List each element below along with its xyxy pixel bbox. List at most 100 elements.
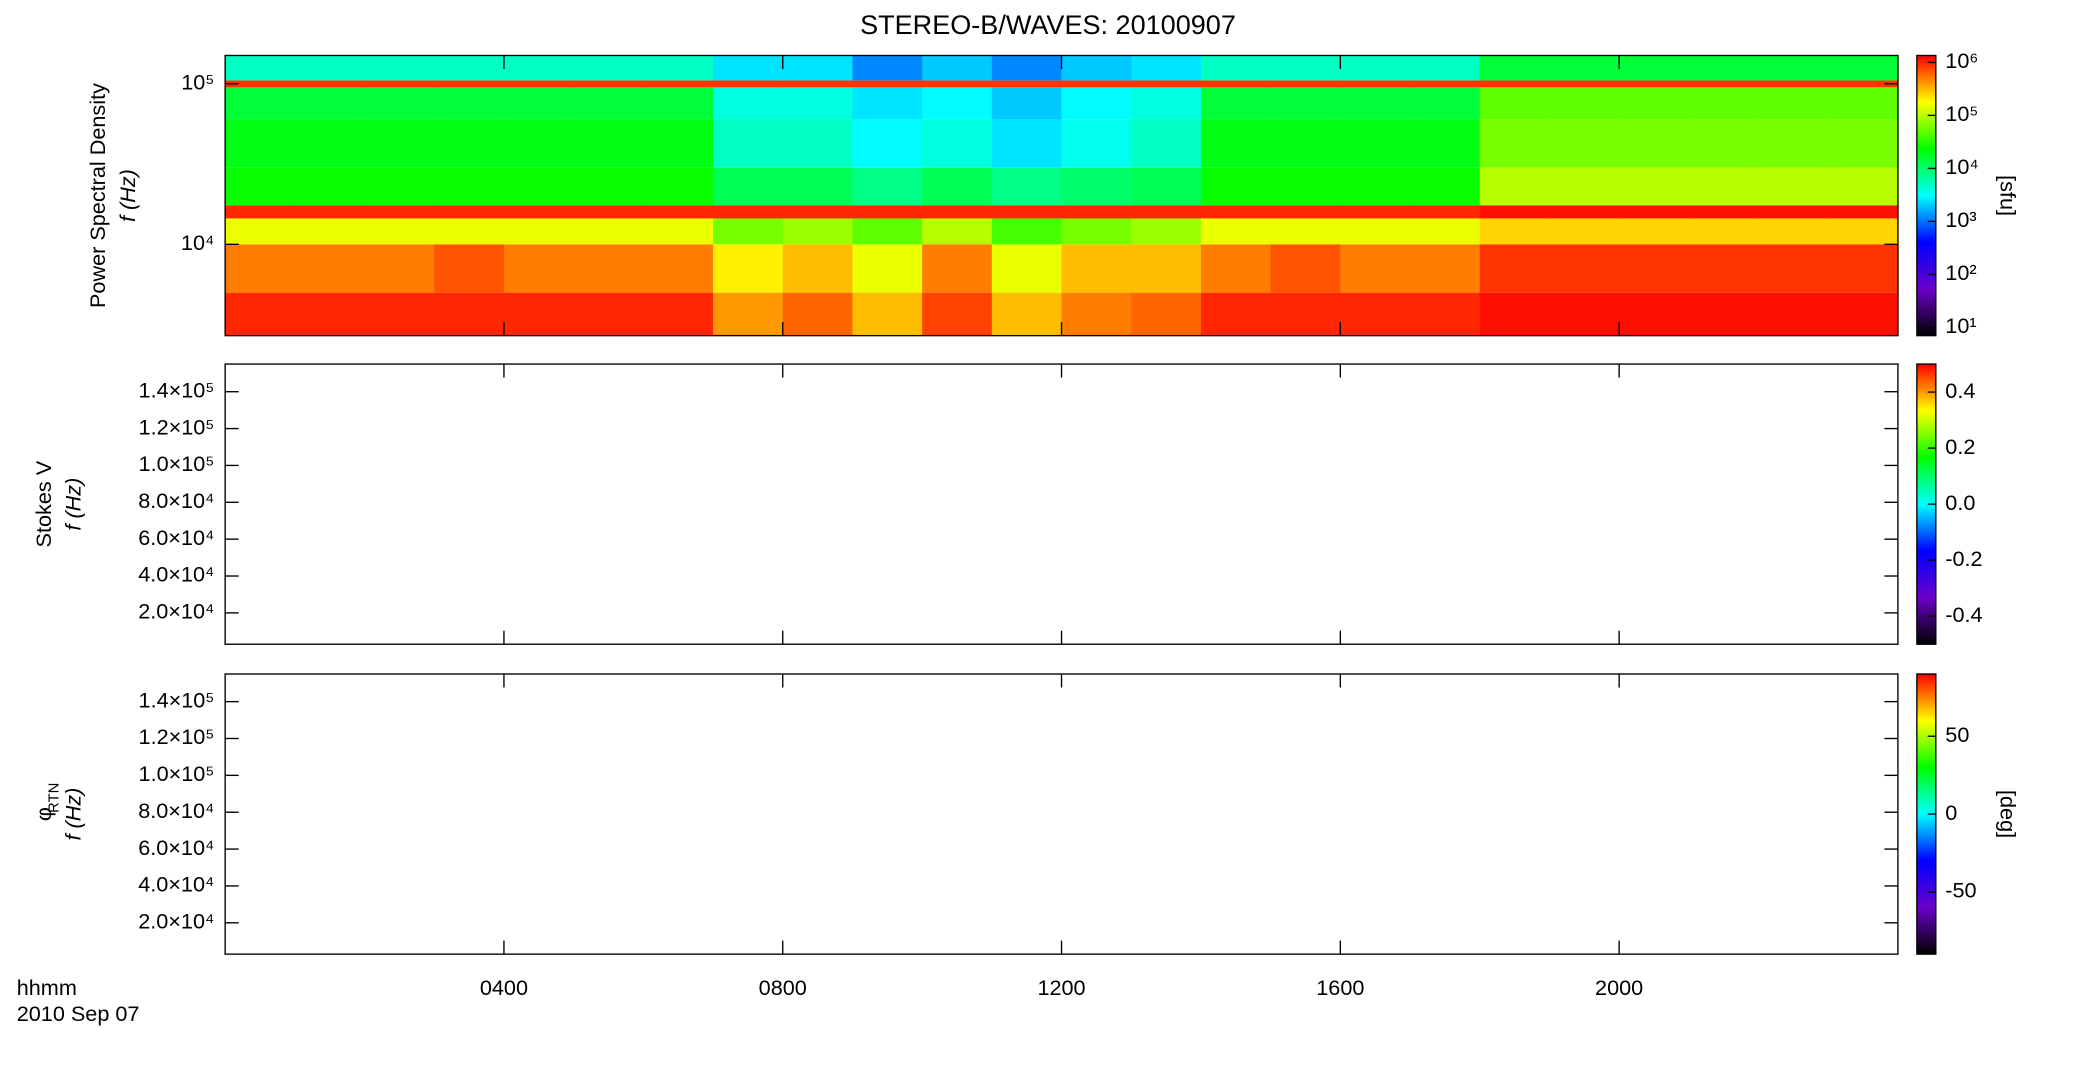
colorbar-tick-label: 0.2 (1945, 434, 1975, 459)
heatmap-cell (1061, 80, 1132, 88)
heatmap-cell (1619, 244, 1690, 293)
heatmap-cell (713, 218, 784, 245)
heatmap-cell (1479, 244, 1551, 293)
heatmap-cell (1479, 55, 1551, 81)
heatmap-cell (1828, 55, 1899, 81)
heatmap-cell (503, 244, 575, 293)
heatmap-cell (991, 292, 1063, 336)
heatmap-cell (991, 55, 1063, 81)
heatmap-cell (782, 292, 854, 336)
colorbar-tick-label: 0.4 (1945, 378, 1975, 403)
heatmap-cell (1619, 205, 1690, 219)
heatmap-cell (434, 55, 505, 81)
heatmap-cell (991, 205, 1063, 219)
heatmap-cell (364, 119, 435, 168)
heatmap-cell (643, 244, 714, 293)
heatmap-cell (1270, 119, 1342, 168)
heatmap-cell (713, 80, 784, 88)
heatmap-cell (1131, 218, 1202, 245)
heatmap-cell (294, 55, 366, 81)
y-tick-label: 8.0×10⁴ (138, 798, 214, 823)
heatmap-cell (713, 167, 784, 206)
heatmap-cell (1200, 292, 1272, 336)
heatmap-cell (713, 292, 784, 336)
heatmap-cell (782, 80, 854, 88)
heatmap-cell (852, 80, 923, 88)
heatmap-cell (434, 167, 505, 206)
y-tick-label: 10⁵ (181, 69, 214, 94)
heatmap-cell (225, 87, 296, 120)
heatmap-cell (852, 205, 923, 219)
heatmap-cell (782, 218, 854, 245)
figure-title: STEREO-B/WAVES: 20100907 (860, 10, 1236, 40)
colorbar-tick-label: 10² (1945, 260, 1976, 285)
heatmap-cell (573, 55, 645, 81)
colorbar-tick-label: 0.0 (1945, 490, 1975, 515)
heatmap-cell (1549, 205, 1620, 219)
heatmap-cell (1131, 55, 1202, 81)
heatmap-cell (1410, 205, 1481, 219)
heatmap-cell (503, 205, 575, 219)
heatmap-cell (991, 80, 1063, 88)
y-tick-label: 1.0×10⁵ (139, 451, 215, 476)
heatmap-cell (364, 167, 435, 206)
heatmap-cell (1410, 292, 1481, 336)
heatmap-cell (643, 167, 714, 206)
y-tick-label: 1.2×10⁵ (139, 414, 215, 439)
heatmap-cell (1270, 167, 1342, 206)
heatmap-cell (1828, 292, 1899, 336)
heatmap-cell (1619, 218, 1690, 245)
heatmap-cell (1200, 218, 1272, 245)
heatmap-cell (1828, 218, 1899, 245)
heatmap-cell (1131, 167, 1202, 206)
panel-frame (224, 363, 1899, 645)
heatmap-cell (991, 167, 1063, 206)
colorbar-tick-label: 10⁴ (1945, 154, 1978, 179)
heatmap-cell (364, 292, 435, 336)
heatmap-cell (1549, 119, 1620, 168)
heatmap-cell (1479, 292, 1551, 336)
heatmap-cell (364, 205, 435, 219)
heatmap-cell (1828, 205, 1899, 219)
heatmap-cell (922, 292, 993, 336)
heatmap-cell (1549, 80, 1620, 88)
heatmap-cell (1758, 218, 1829, 245)
heatmap-cell (225, 80, 296, 88)
heatmap-cell (1758, 292, 1829, 336)
heatmap-cell (294, 205, 366, 219)
heatmap-cell (1828, 119, 1899, 168)
heatmap-cell (1131, 292, 1202, 336)
colorbar-tick-label: 50 (1945, 722, 1969, 747)
heatmap-cell (1410, 244, 1481, 293)
heatmap-cell (1410, 87, 1481, 120)
heatmap-cell (782, 87, 854, 120)
heatmap-cell (1549, 292, 1620, 336)
heatmap-cell (503, 87, 575, 120)
heatmap-cell (225, 55, 296, 81)
heatmap-cell (1061, 218, 1132, 245)
heatmap-cell (782, 244, 854, 293)
x-tick-label: 0400 (480, 975, 528, 1000)
heatmap-cell (434, 87, 505, 120)
heatmap-cell (643, 55, 714, 81)
heatmap-cell (1619, 167, 1690, 206)
heatmap-cell (225, 244, 296, 293)
heatmap-cell (573, 244, 645, 293)
heatmap-cell (294, 218, 366, 245)
heatmap-cell (1340, 292, 1411, 336)
heatmap-cell (1828, 244, 1899, 293)
y-tick-label: 4.0×10⁴ (138, 562, 214, 587)
y-tick-label: 1.0×10⁵ (139, 761, 215, 786)
heatmap-cell (643, 218, 714, 245)
heatmap-cell (1688, 55, 1760, 81)
heatmap-cell (852, 218, 923, 245)
heatmap-cell (1619, 292, 1690, 336)
heatmap-cell (1828, 87, 1899, 120)
panel-frame (224, 673, 1899, 955)
heatmap-cell (1549, 218, 1620, 245)
heatmap-cell (225, 218, 296, 245)
heatmap-cell (1758, 55, 1829, 81)
heatmap-cell (503, 119, 575, 168)
